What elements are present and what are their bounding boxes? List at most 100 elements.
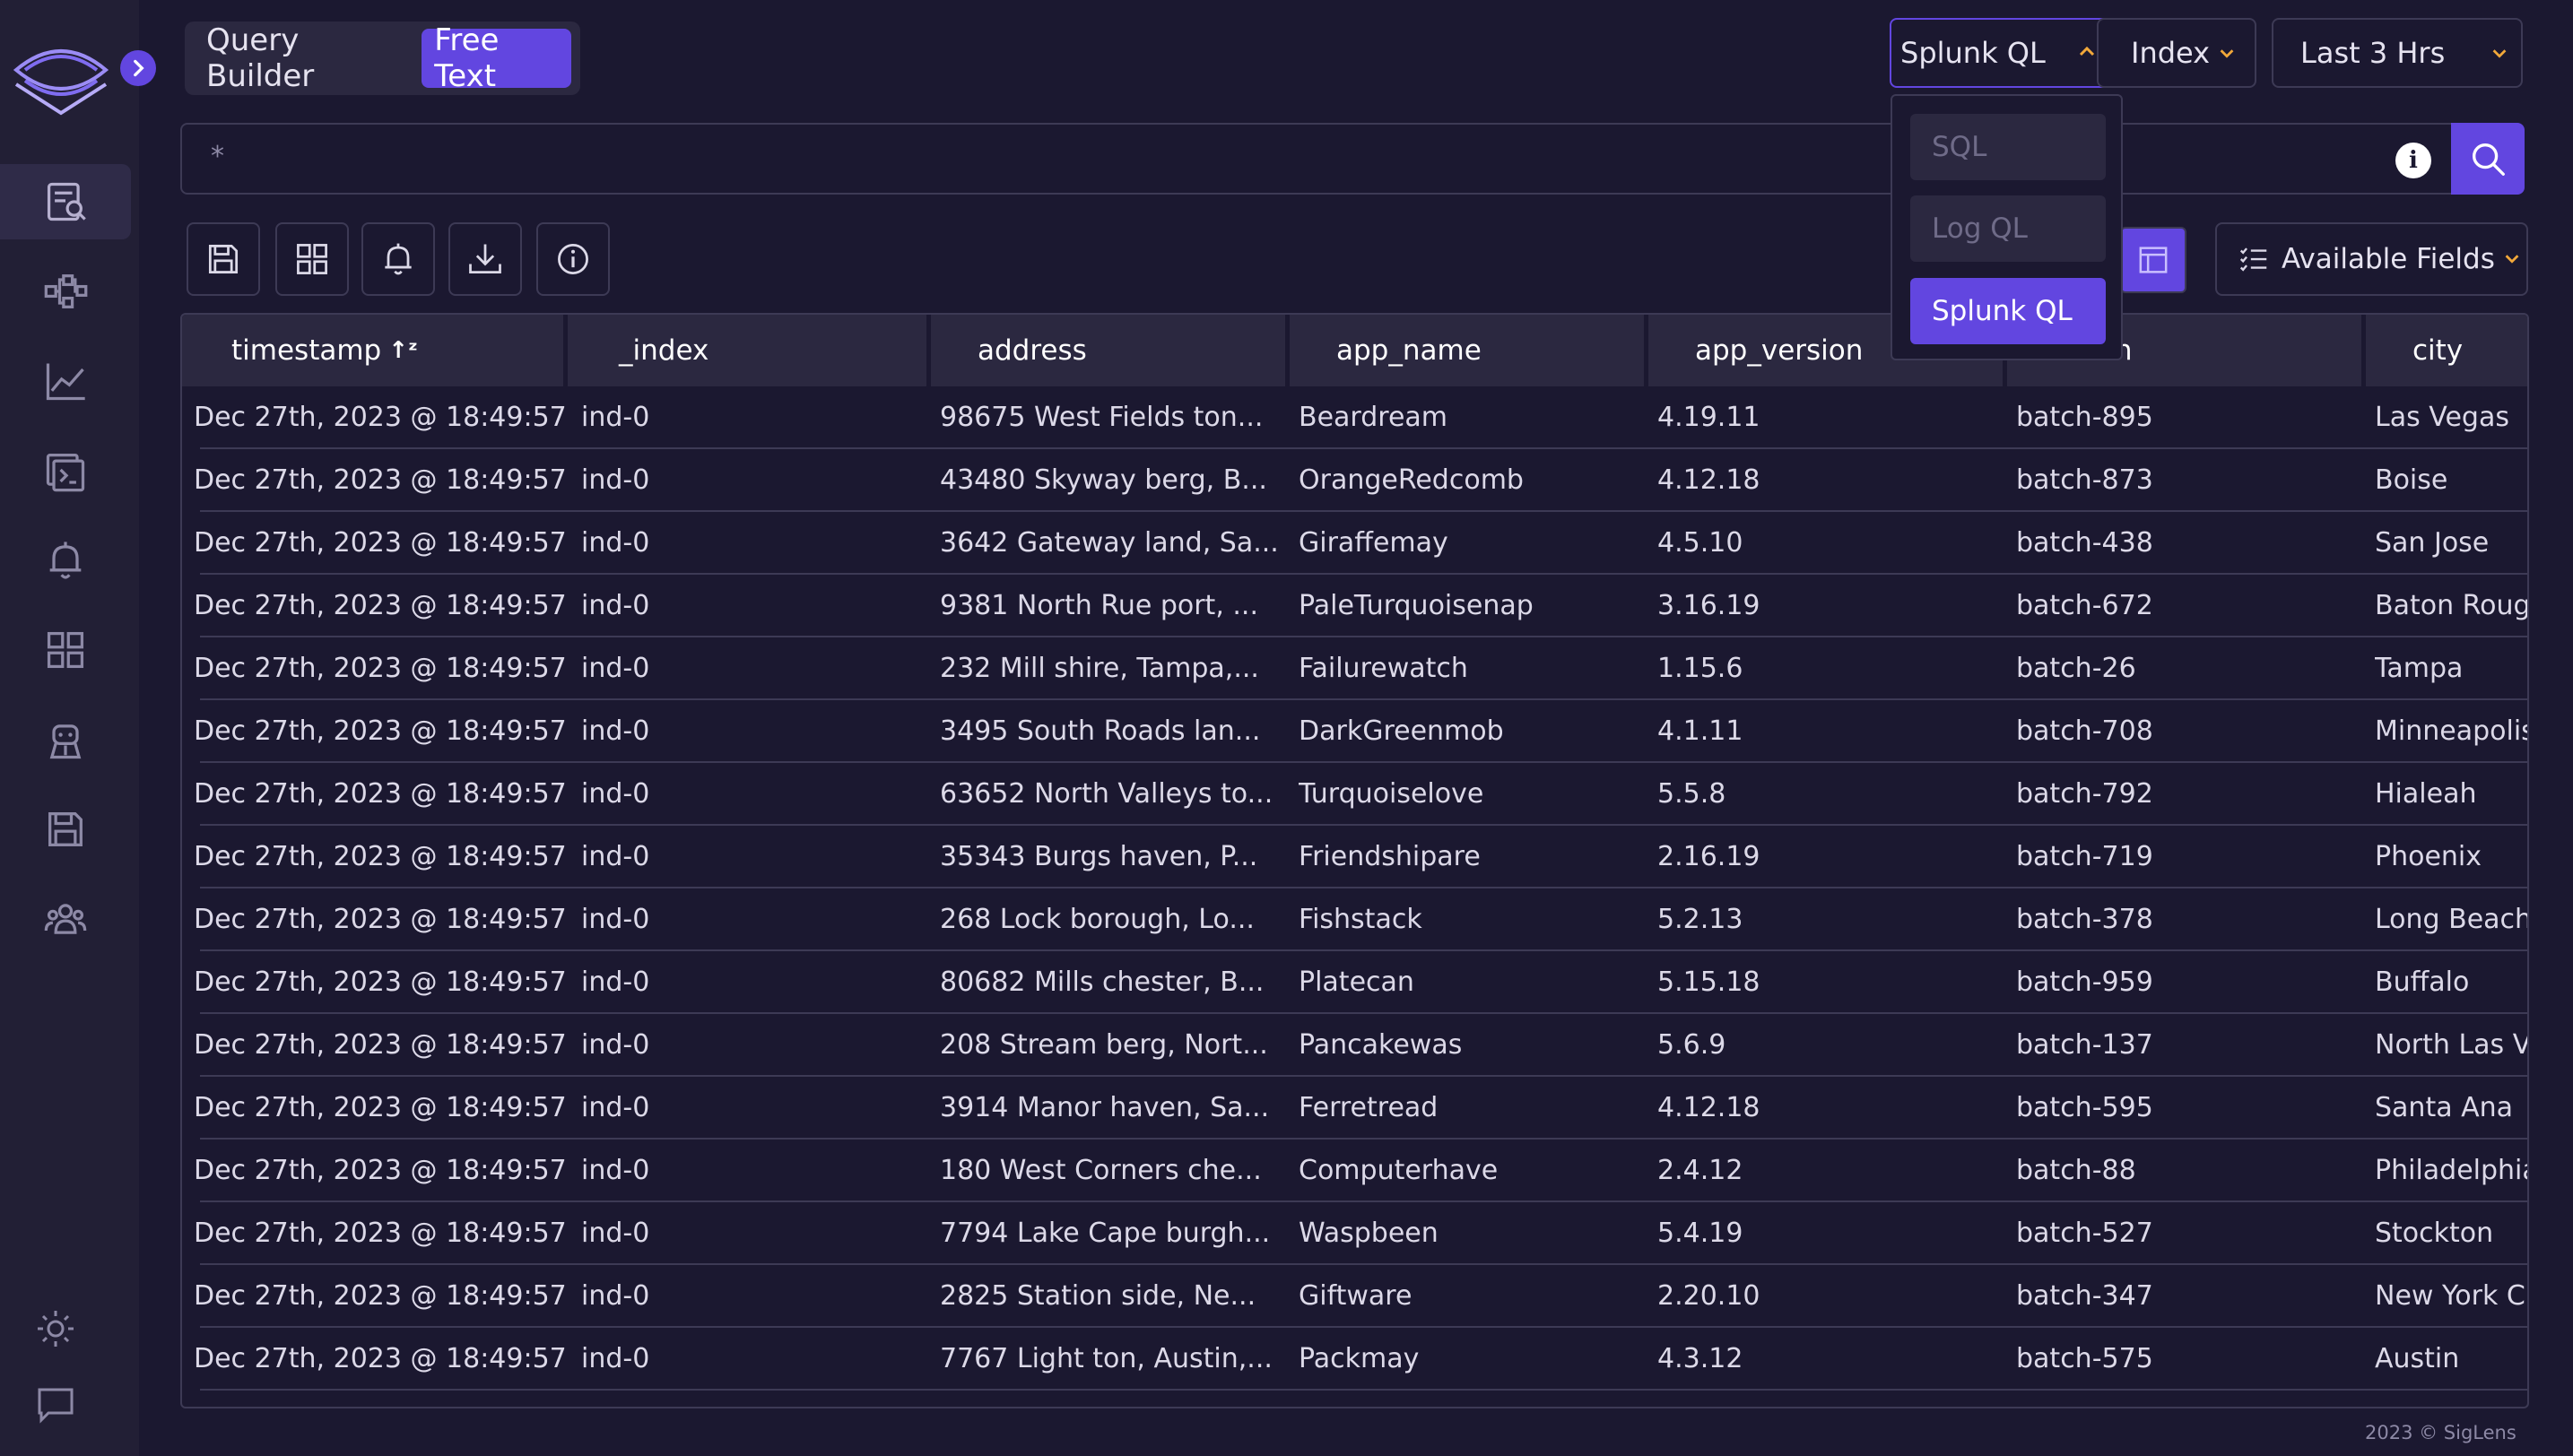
nav-dashboards[interactable] xyxy=(0,612,131,688)
table-cell-batch: batch-873 xyxy=(2016,464,2153,496)
menu-item-log-ql[interactable]: Log QL xyxy=(1910,195,2106,262)
table-row[interactable]: Dec 27th, 2023 @ 18:49:57 ind-0 268 Lock b… xyxy=(194,888,2527,951)
table-cell-timestamp: Dec 27th, 2023 @ 18:49:57 xyxy=(194,652,567,684)
table-cell-timestamp: Dec 27th, 2023 @ 18:49:57 xyxy=(194,464,567,496)
floppy-icon xyxy=(208,244,239,274)
grid-icon xyxy=(297,244,327,274)
sort-icon[interactable]: ↑ᶻ xyxy=(388,337,418,364)
table-cell-city: Stockton xyxy=(2375,1217,2494,1249)
table-cell-app-name: Packmay xyxy=(1299,1342,1420,1374)
column-header-app-name[interactable]: app_name xyxy=(1290,315,1648,386)
theme-toggle-button[interactable] xyxy=(0,1302,111,1356)
column-header-index[interactable]: _index xyxy=(568,315,931,386)
table-row[interactable]: Dec 27th, 2023 @ 18:49:57 ind-0 7794 Lake … xyxy=(194,1202,2527,1265)
table-cell-app-version: 5.2.13 xyxy=(1657,903,1743,935)
available-fields-button[interactable]: Available Fields xyxy=(2215,222,2528,296)
table-cell-city: Boise xyxy=(2375,464,2448,496)
table-row[interactable]: Dec 27th, 2023 @ 18:49:57 ind-0 63652 Nort… xyxy=(194,763,2527,826)
table-cell-app-version: 1.15.6 xyxy=(1657,652,1743,684)
table-cell-index: ind-0 xyxy=(581,1091,650,1123)
table-row[interactable]: Dec 27th, 2023 @ 18:49:57 ind-0 232 Mill s… xyxy=(194,637,2527,700)
table-cell-index: ind-0 xyxy=(581,1028,650,1061)
search-button[interactable] xyxy=(2451,123,2525,195)
table-cell-app-version: 2.20.10 xyxy=(1657,1279,1760,1312)
table-row[interactable]: Dec 27th, 2023 @ 18:49:57 ind-0 2825 Stati… xyxy=(194,1265,2527,1328)
table-cell-address: 3642 Gateway land, Sa... xyxy=(940,526,1279,559)
nav-my-org[interactable] xyxy=(0,881,131,957)
siglens-logo-icon[interactable] xyxy=(13,30,109,117)
table-cell-app-version: 4.19.11 xyxy=(1657,401,1760,433)
table-row[interactable]: Dec 27th, 2023 @ 18:49:57 ind-0 3642 Gatew… xyxy=(194,512,2527,575)
table-row[interactable]: Dec 27th, 2023 @ 18:49:57 ind-0 7767 Light… xyxy=(194,1328,2527,1391)
table-cell-index: ind-0 xyxy=(581,652,650,684)
table-row[interactable]: Dec 27th, 2023 @ 18:49:57 ind-0 3495 South… xyxy=(194,700,2529,763)
table-cell-timestamp: Dec 27th, 2023 @ 18:49:57 xyxy=(194,1279,567,1312)
table-cell-batch: batch-719 xyxy=(2016,840,2153,872)
table-cell-app-name: Giftware xyxy=(1299,1279,1413,1312)
index-dropdown[interactable]: Index xyxy=(2097,18,2256,88)
search-logs-icon xyxy=(47,182,86,221)
nav-alerts[interactable] xyxy=(0,523,131,598)
table-cell-index: ind-0 xyxy=(581,1154,650,1186)
time-range-dropdown[interactable]: Last 3 Hrs xyxy=(2272,18,2523,88)
table-row[interactable]: Dec 27th, 2023 @ 18:49:57 ind-0 180 West C… xyxy=(194,1140,2529,1202)
table-row[interactable]: Dec 27th, 2023 @ 18:49:57 ind-0 80682 Mill… xyxy=(194,951,2527,1014)
search-icon xyxy=(2472,143,2505,176)
table-cell-app-version: 5.5.8 xyxy=(1657,777,1726,810)
table-cell-index: ind-0 xyxy=(581,1279,650,1312)
nav-live-tail[interactable] xyxy=(0,433,131,508)
sun-icon xyxy=(38,1311,74,1347)
table-row[interactable]: Dec 27th, 2023 @ 18:49:57 ind-0 9381 North… xyxy=(194,575,2529,637)
table-cell-app-version: 4.12.18 xyxy=(1657,1091,1760,1123)
table-cell-address: 3495 South Roads lan... xyxy=(940,715,1261,747)
table-row[interactable]: Dec 27th, 2023 @ 18:49:57 ind-0 98675 West… xyxy=(194,386,2527,449)
expand-sidebar-button[interactable] xyxy=(120,50,156,86)
info-icon xyxy=(558,244,588,274)
query-info-button[interactable] xyxy=(536,222,610,296)
nav-metrics[interactable] xyxy=(0,343,131,419)
create-alert-button[interactable] xyxy=(361,222,435,296)
table-row[interactable]: Dec 27th, 2023 @ 18:49:57 ind-0 3914 Manor… xyxy=(194,1077,2527,1140)
save-query-button[interactable] xyxy=(187,222,260,296)
query-language-dropdown[interactable]: Splunk QL xyxy=(1890,18,2125,88)
add-to-dashboard-button[interactable] xyxy=(275,222,349,296)
info-icon[interactable]: i xyxy=(2395,143,2431,178)
table-cell-city: Minneapolis xyxy=(2375,715,2529,747)
download-button[interactable] xyxy=(448,222,522,296)
query-text[interactable]: * xyxy=(211,141,224,172)
nav-search-logs[interactable] xyxy=(0,164,131,239)
column-header-timestamp[interactable]: timestamp ↑ᶻ xyxy=(182,315,568,386)
feedback-button[interactable] xyxy=(0,1377,111,1431)
table-row[interactable]: Dec 27th, 2023 @ 18:49:57 ind-0 208 Stream… xyxy=(194,1014,2527,1077)
table-cell-address: 63652 North Valleys to... xyxy=(940,777,1273,810)
table-row[interactable]: Dec 27th, 2023 @ 18:49:57 ind-0 43480 Skyw… xyxy=(194,449,2527,512)
table-cell-timestamp: Dec 27th, 2023 @ 18:49:57 xyxy=(194,1154,567,1186)
column-header-city[interactable]: city xyxy=(2412,334,2464,367)
nav-ingestion[interactable] xyxy=(0,702,131,777)
hierarchy-icon xyxy=(44,274,88,308)
free-text-tab[interactable]: Free Text xyxy=(422,22,571,94)
table-header: timestamp ↑ᶻ _index address app_name app… xyxy=(182,315,2527,386)
table-cell-address: 232 Mill shire, Tampa,... xyxy=(940,652,1259,684)
nav-service-map[interactable] xyxy=(0,254,131,329)
table-cell-address: 208 Stream berg, Nort... xyxy=(940,1028,1268,1061)
table-view-button[interactable] xyxy=(2120,227,2186,293)
query-builder-tab[interactable]: Query Builder xyxy=(206,22,315,94)
table-cell-index: ind-0 xyxy=(581,1217,650,1249)
table-cell-app-name: Fishstack xyxy=(1299,903,1422,935)
query-language-menu: SQL Log QL Splunk QL xyxy=(1891,94,2123,360)
table-cell-index: ind-0 xyxy=(581,526,650,559)
table-row[interactable]: Dec 27th, 2023 @ 18:49:57 ind-0 35343 Burg… xyxy=(194,826,2527,888)
menu-item-splunk-ql[interactable]: Splunk QL xyxy=(1910,278,2106,344)
query-input[interactable]: * i xyxy=(180,123,2523,195)
menu-item-sql[interactable]: SQL xyxy=(1910,114,2106,180)
table-cell-city: Baton Rouge xyxy=(2375,589,2529,621)
nav-saved-queries[interactable] xyxy=(0,792,131,867)
table-cell-app-name: Beardream xyxy=(1299,401,1448,433)
table-cell-city: Tampa xyxy=(2375,652,2464,684)
table-cell-city: Philadelphia xyxy=(2375,1154,2529,1186)
sidebar xyxy=(0,0,156,1456)
table-cell-timestamp: Dec 27th, 2023 @ 18:49:57 xyxy=(194,840,567,872)
column-header-address[interactable]: address xyxy=(931,315,1290,386)
table-cell-app-version: 4.1.11 xyxy=(1657,715,1743,747)
